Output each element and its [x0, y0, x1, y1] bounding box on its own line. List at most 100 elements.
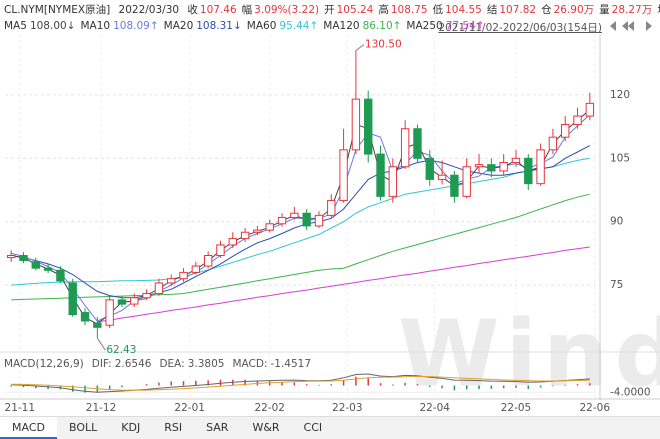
quote-value: 26.90万	[553, 4, 595, 16]
candle-body	[228, 238, 237, 246]
x-tick-label: 22-02	[254, 402, 285, 414]
prev-icon[interactable]	[610, 21, 616, 31]
x-tick-label: 22-05	[501, 402, 532, 414]
candle-body	[474, 164, 484, 168]
quote-value: 105.24	[336, 4, 374, 16]
candle-body	[167, 278, 176, 284]
date-range[interactable]: 2021/11/02-2022/06/03(154日)	[438, 22, 602, 34]
candle-body	[117, 299, 127, 305]
ma-value: 108.31↓	[196, 20, 242, 32]
candle-body	[400, 128, 410, 168]
candle-body	[253, 229, 262, 233]
annotation-leader	[96, 337, 106, 351]
chart: Wind 75 90 105 120 21-11 21-12 22-01 22-02 22-03 2…	[0, 34, 660, 414]
quote-value: 104.55	[445, 4, 482, 16]
ma-name: MA250	[406, 20, 443, 32]
candle-body	[179, 271, 188, 280]
ma-value: 95.44↑	[279, 20, 319, 32]
next-icon[interactable]	[646, 21, 652, 31]
ma-value: 77.54↑	[445, 20, 485, 32]
candle-body	[511, 157, 521, 164]
candle-body	[93, 322, 102, 328]
quote: 开 105.24	[324, 4, 373, 16]
quote-header: CL.NYM[NYMEX原油] 2022/03/30 收 107.46 幅 3.09%…	[4, 2, 660, 17]
ma-name: MA20	[163, 20, 194, 32]
tab[interactable]: W&R	[252, 421, 280, 434]
macd-readout: MACD(12,26,9)	[4, 358, 84, 370]
candle-body	[302, 212, 311, 227]
tab[interactable]: SAR	[206, 421, 229, 434]
candle-body	[548, 136, 558, 151]
quote-label: 开	[324, 4, 335, 16]
ma-line	[97, 246, 590, 323]
y-tick-label: 90	[610, 216, 623, 228]
quote-label: 幅	[241, 4, 253, 16]
nav-icons[interactable]	[606, 18, 656, 34]
annotation: 130.50	[365, 39, 402, 51]
candle-body	[290, 212, 299, 218]
tab[interactable]: RSI	[164, 421, 183, 434]
tab[interactable]: KDJ	[121, 421, 141, 434]
quote-label: 量	[599, 4, 610, 16]
quote-label: 收	[187, 4, 198, 16]
x-tick-label: 22-06	[580, 402, 611, 414]
dif-line	[11, 373, 590, 393]
ma-name: MA120	[323, 20, 360, 32]
candle-body	[450, 174, 459, 197]
symbol: CL.NYM[NYMEX原油]	[4, 4, 111, 16]
x-tick-label: 22-03	[332, 402, 363, 414]
tab[interactable]: BOLL	[68, 421, 98, 434]
ma-line	[11, 145, 591, 299]
quote-label: 低	[432, 4, 444, 16]
macd-readout: 3.3805	[188, 358, 225, 370]
candle-body	[6, 254, 16, 259]
candle-body	[240, 231, 250, 240]
candle-body	[43, 267, 53, 271]
date: 2022/03/30	[118, 4, 180, 16]
quote: 结 107.82	[487, 4, 536, 16]
zoom-out-icon[interactable]	[622, 21, 634, 31]
candle-body	[154, 282, 164, 295]
ma-value: 86.10↑	[362, 20, 402, 32]
ma-value: 108.09↑	[113, 20, 159, 32]
macd-legend: MACD(12,26,9) DIF: 2.6546 DEA: 3.3805 MACD: -1…	[4, 358, 311, 370]
ma-legend-item: MA20 108.31↓	[164, 20, 242, 32]
candle-body	[314, 214, 324, 227]
candle-body	[31, 261, 40, 269]
candle-body	[364, 98, 373, 155]
candle-body	[499, 162, 508, 172]
candle-body	[462, 166, 471, 197]
candle-body	[585, 102, 595, 117]
tab[interactable]: MACD	[0, 417, 57, 439]
candle-body	[561, 124, 570, 138]
candle-body	[265, 223, 274, 231]
ma-legend: MA5 108.00↓ MA10 108.09↑ MA20 108.31↓ MA60 95.4…	[4, 20, 490, 32]
macd-readout: 2.6546	[115, 358, 152, 370]
tab[interactable]: CCI	[303, 421, 323, 434]
annotation: 62.43	[106, 344, 136, 356]
quote-value: 28.27万	[611, 4, 653, 16]
x-tick-label: 21-11	[5, 402, 36, 414]
candle-body	[142, 293, 151, 299]
candle-body	[203, 254, 213, 267]
ma-legend-item: MA10 108.09↑	[80, 20, 158, 32]
candle-body	[388, 166, 398, 197]
candle-body	[327, 200, 336, 216]
candle-body	[56, 269, 65, 282]
macd-readout: DEA:	[159, 358, 184, 370]
x-tick-label: 21-12	[86, 402, 117, 414]
candle-body	[339, 149, 348, 202]
ma-line	[11, 193, 590, 301]
candle-body	[524, 157, 533, 185]
candle-body	[191, 265, 201, 273]
candle-body	[413, 128, 422, 159]
ma-legend-item: MA250 77.54↑	[406, 20, 484, 32]
watermark: Wind	[398, 300, 660, 407]
quote-value: 3.09%(3.22)	[254, 4, 320, 16]
quote-value: 107.46	[199, 4, 237, 16]
ma-legend-item: MA5 108.00↓	[4, 20, 75, 32]
quote: 仓 26.90万	[541, 4, 594, 16]
quote-label: 高	[378, 4, 389, 16]
x-tick-label: 22-01	[174, 402, 205, 414]
